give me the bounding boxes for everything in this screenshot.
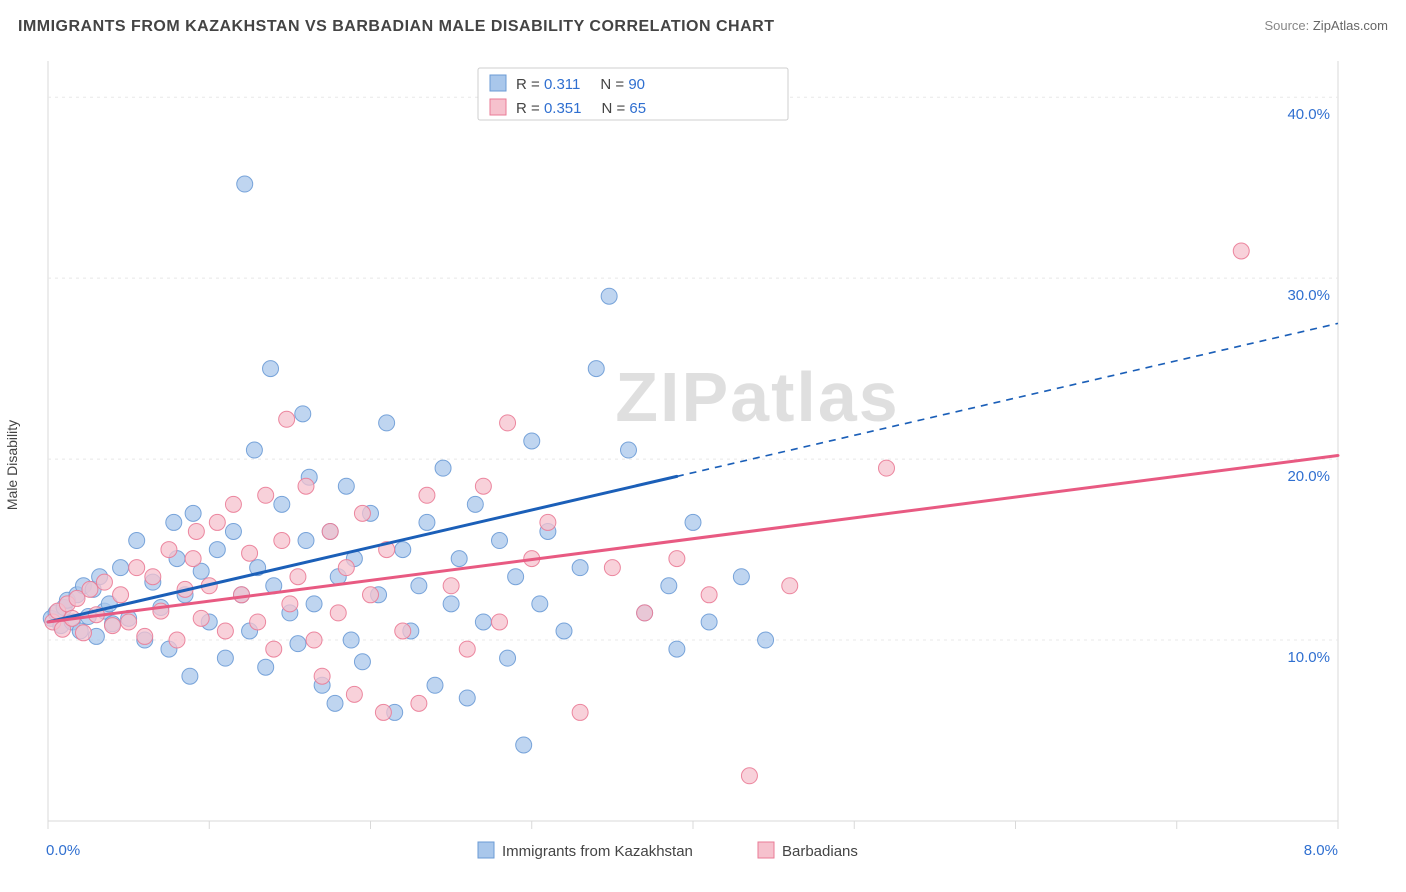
svg-text:20.0%: 20.0% bbox=[1287, 468, 1330, 485]
chart-title: IMMIGRANTS FROM KAZAKHSTAN VS BARBADIAN … bbox=[18, 18, 774, 35]
svg-text:ZIPatlas: ZIPatlas bbox=[615, 358, 899, 436]
series-legend: Immigrants from Kazakhstan Barbadians bbox=[478, 842, 858, 860]
svg-text:10.0%: 10.0% bbox=[1287, 649, 1330, 666]
svg-text:R = 0.351N = 65: R = 0.351N = 65 bbox=[516, 100, 646, 117]
source-label: Source: bbox=[1264, 18, 1312, 33]
correlation-scatter-chart: 10.0% 20.0% 30.0% 40.0% 0.0% 8.0% ZIPatlas R = … bbox=[18, 56, 1348, 866]
svg-text:0.0%: 0.0% bbox=[46, 842, 80, 859]
stats-legend: R = 0.311N = 90R = 0.351N = 65 bbox=[478, 68, 788, 120]
source-value: ZipAtlas.com bbox=[1313, 18, 1388, 33]
y-axis-label: Male Disability bbox=[4, 420, 20, 510]
svg-text:Immigrants from Kazakhstan: Immigrants from Kazakhstan bbox=[502, 843, 693, 860]
svg-text:40.0%: 40.0% bbox=[1287, 106, 1330, 123]
source-attribution: Source: ZipAtlas.com bbox=[1264, 18, 1388, 33]
svg-text:8.0%: 8.0% bbox=[1304, 842, 1338, 859]
svg-text:30.0%: 30.0% bbox=[1287, 287, 1330, 304]
svg-text:Barbadians: Barbadians bbox=[782, 843, 858, 860]
